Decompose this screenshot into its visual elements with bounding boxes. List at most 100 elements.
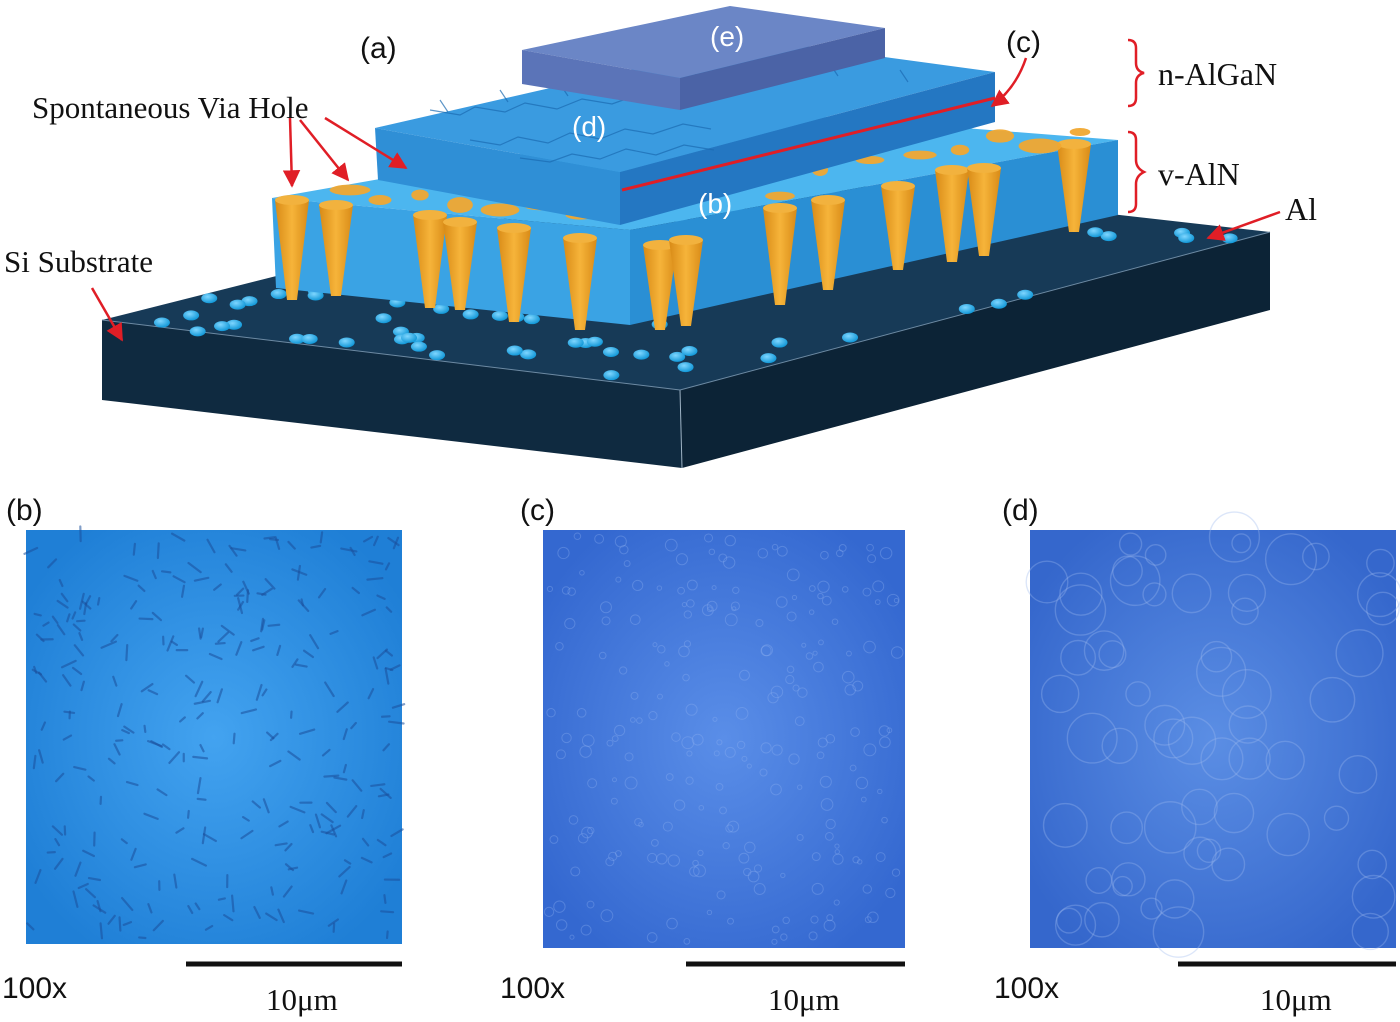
scale-label-d: 10μm: [1260, 982, 1332, 1017]
texture-mark: [662, 821, 673, 832]
texture-mark: [890, 646, 904, 659]
texture-mark: [1144, 544, 1167, 566]
texture-mark: [278, 820, 289, 828]
texture-mark: [1351, 912, 1389, 951]
texture-mark: [350, 721, 357, 730]
label-si-substrate: Si Substrate: [4, 244, 153, 279]
texture-mark: [601, 616, 611, 626]
al-dot: [401, 332, 418, 343]
texture-mark: [384, 667, 390, 685]
panel-label-a: (a): [360, 32, 397, 65]
texture-mark: [567, 587, 576, 596]
texture-mark: [831, 618, 839, 626]
micrograph-texture-b: [23, 525, 406, 940]
texture-mark: [657, 645, 666, 654]
texture-mark: [834, 849, 840, 855]
texture-mark: [730, 601, 740, 611]
texture-mark: [788, 753, 800, 765]
texture-mark: [813, 661, 824, 673]
texture-mark: [821, 595, 832, 606]
texture-mark: [175, 827, 185, 834]
texture-mark: [71, 611, 77, 620]
texture-mark: [235, 641, 243, 656]
texture-mark: [51, 825, 64, 836]
texture-mark: [200, 627, 204, 639]
texture-mark: [841, 586, 849, 593]
texture-mark: [372, 656, 379, 670]
texture-mark: [309, 634, 320, 650]
texture-mark: [630, 691, 639, 700]
texture-mark: [1221, 669, 1272, 719]
texture-mark: [38, 671, 48, 683]
texture-mark: [1227, 573, 1267, 613]
texture-mark: [619, 666, 628, 675]
texture-mark: [686, 599, 695, 608]
texture-mark: [824, 831, 834, 841]
texture-mark: [846, 650, 852, 657]
texture-mark: [72, 890, 79, 908]
texture-mark: [121, 729, 130, 735]
texture-mark: [632, 579, 644, 592]
texture-mark: [85, 595, 92, 605]
texture-mark: [62, 674, 72, 687]
texture-mark: [346, 805, 358, 818]
texture-mark: [320, 830, 335, 836]
texture-mark: [852, 680, 864, 692]
texture-mark: [771, 543, 779, 551]
texture-mark: [667, 854, 680, 867]
via-opening: [811, 195, 845, 205]
texture-mark: [877, 788, 883, 795]
magnification-c: 100x: [500, 972, 565, 1005]
texture-mark: [692, 859, 699, 867]
texture-mark: [771, 925, 780, 934]
texture-mark: [867, 911, 879, 924]
texture-mark: [697, 849, 704, 857]
via-opening: [413, 210, 447, 220]
texture-mark: [817, 580, 830, 593]
texture-mark: [123, 574, 139, 582]
texture-mark: [340, 879, 348, 895]
texture-mark: [235, 587, 245, 596]
texture-mark: [120, 838, 128, 845]
texture-mark: [624, 776, 638, 790]
texture-mark: [320, 813, 334, 824]
texture-mark: [330, 824, 338, 838]
via-cone: [811, 200, 845, 290]
al-dot: [410, 341, 427, 352]
tag-c: (c): [1006, 26, 1041, 59]
texture-mark: [1266, 812, 1310, 857]
texture-mark: [224, 563, 233, 573]
texture-mark: [671, 732, 681, 742]
texture-mark: [1183, 836, 1217, 871]
tag-b: (b): [698, 188, 732, 219]
texture-mark: [133, 863, 147, 869]
texture-mark: [194, 902, 201, 911]
al-dot: [771, 337, 788, 348]
texture-mark: [184, 674, 196, 684]
texture-mark: [289, 805, 306, 814]
texture-mark: [377, 793, 390, 798]
texture-mark: [319, 531, 324, 544]
texture-mark: [556, 749, 566, 760]
texture-mark: [147, 689, 159, 696]
texture-mark: [382, 852, 393, 859]
texture-mark: [199, 743, 205, 753]
texture-mark: [673, 799, 686, 811]
texture-mark: [87, 876, 102, 882]
texture-mark: [107, 757, 116, 765]
al-dot: [307, 290, 324, 301]
texture-mark: [362, 535, 374, 543]
texture-mark: [683, 937, 691, 945]
texture-mark: [678, 645, 690, 658]
texture-mark: [191, 857, 208, 867]
texture-mark: [56, 624, 66, 636]
al-dot: [153, 317, 170, 328]
texture-mark: [1101, 727, 1138, 764]
texture-mark: [666, 917, 678, 930]
texture-mark: [867, 554, 877, 564]
texture-mark: [376, 838, 387, 847]
via-opening: [967, 163, 1001, 173]
texture-mark: [615, 576, 622, 583]
texture-mark: [1098, 640, 1127, 669]
texture-mark: [1066, 712, 1118, 764]
